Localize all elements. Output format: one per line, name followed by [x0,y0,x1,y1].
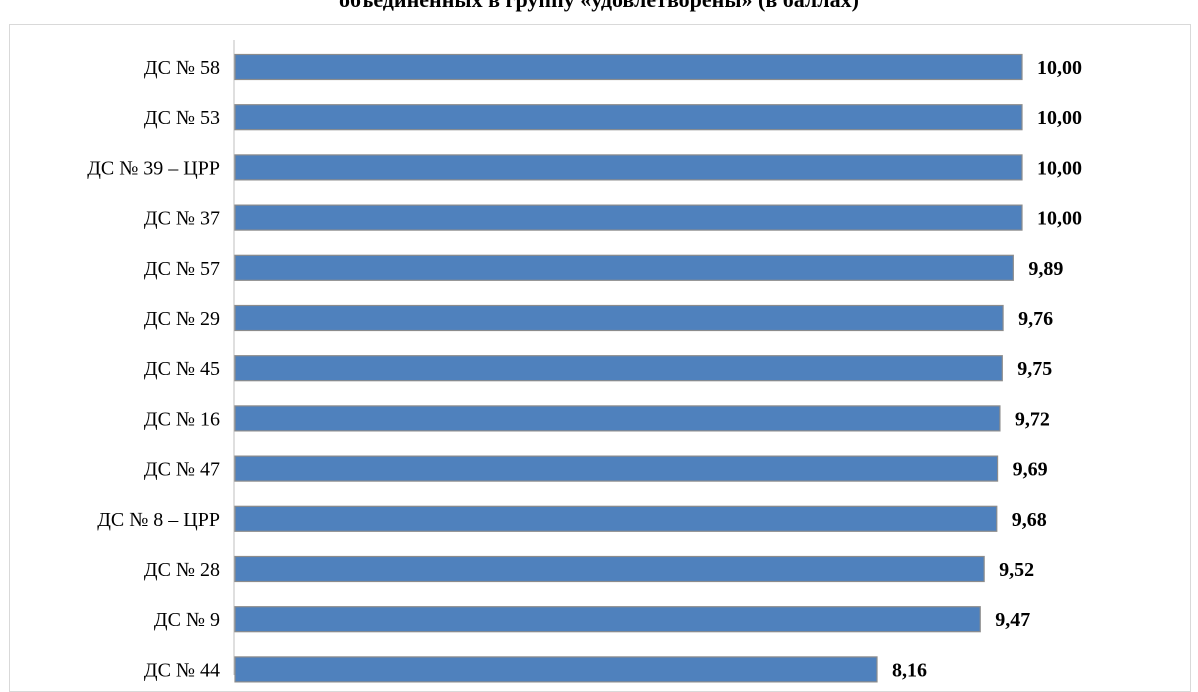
value-labels: 10,00 10,00 10,00 10,00 9,89 9,76 9,75 9,72 9,69… [892,57,1082,681]
value-label: 10,00 [1037,157,1082,179]
bar [234,53,1023,81]
value-label: 10,00 [1037,208,1082,230]
bar [234,656,878,683]
value-label: 9,75 [1017,358,1052,380]
bar [234,606,981,633]
bars-group [234,53,1023,683]
value-label: 9,76 [1018,308,1053,330]
category-label: ДС № 53 [144,107,220,129]
bar [234,355,1003,382]
value-label: 9,52 [999,559,1034,581]
value-label: 9,72 [1015,408,1050,430]
value-label: 8,16 [892,659,927,681]
category-label: ДС № 58 [144,57,220,79]
bar [234,204,1023,231]
category-label: ДС № 37 [144,208,220,230]
category-label: ДС № 39 – ЦРР [87,157,220,179]
value-label: 9,69 [1013,459,1048,481]
category-label: ДС № 28 [144,559,220,581]
value-label: 9,89 [1028,258,1063,280]
value-label: 10,00 [1037,107,1082,129]
bar [234,405,1001,432]
category-label: ДС № 8 – ЦРР [97,509,220,531]
bar [234,254,1014,281]
category-label: ДС № 16 [144,408,220,430]
value-label: 10,00 [1037,57,1082,79]
category-label: ДС № 57 [144,258,220,280]
bar [234,455,999,482]
bar [234,104,1023,131]
category-label: ДС № 44 [144,659,220,681]
category-label: ДС № 45 [144,358,220,380]
value-label: 9,68 [1012,509,1047,531]
bar [234,154,1023,181]
value-label: 9,47 [995,609,1030,631]
bar [234,555,985,583]
category-label: ДС № 47 [144,459,220,481]
bar [234,304,1004,332]
category-label: ДС № 9 [154,609,220,631]
category-labels: ДС № 58 ДС № 53 ДС № 39 – ЦРР ДС № 37 ДС № 5… [87,57,220,681]
bar [234,505,998,532]
category-label: ДС № 29 [144,308,220,330]
chart-title: объединенных в группу «удовлетворены» (в… [0,0,1198,13]
